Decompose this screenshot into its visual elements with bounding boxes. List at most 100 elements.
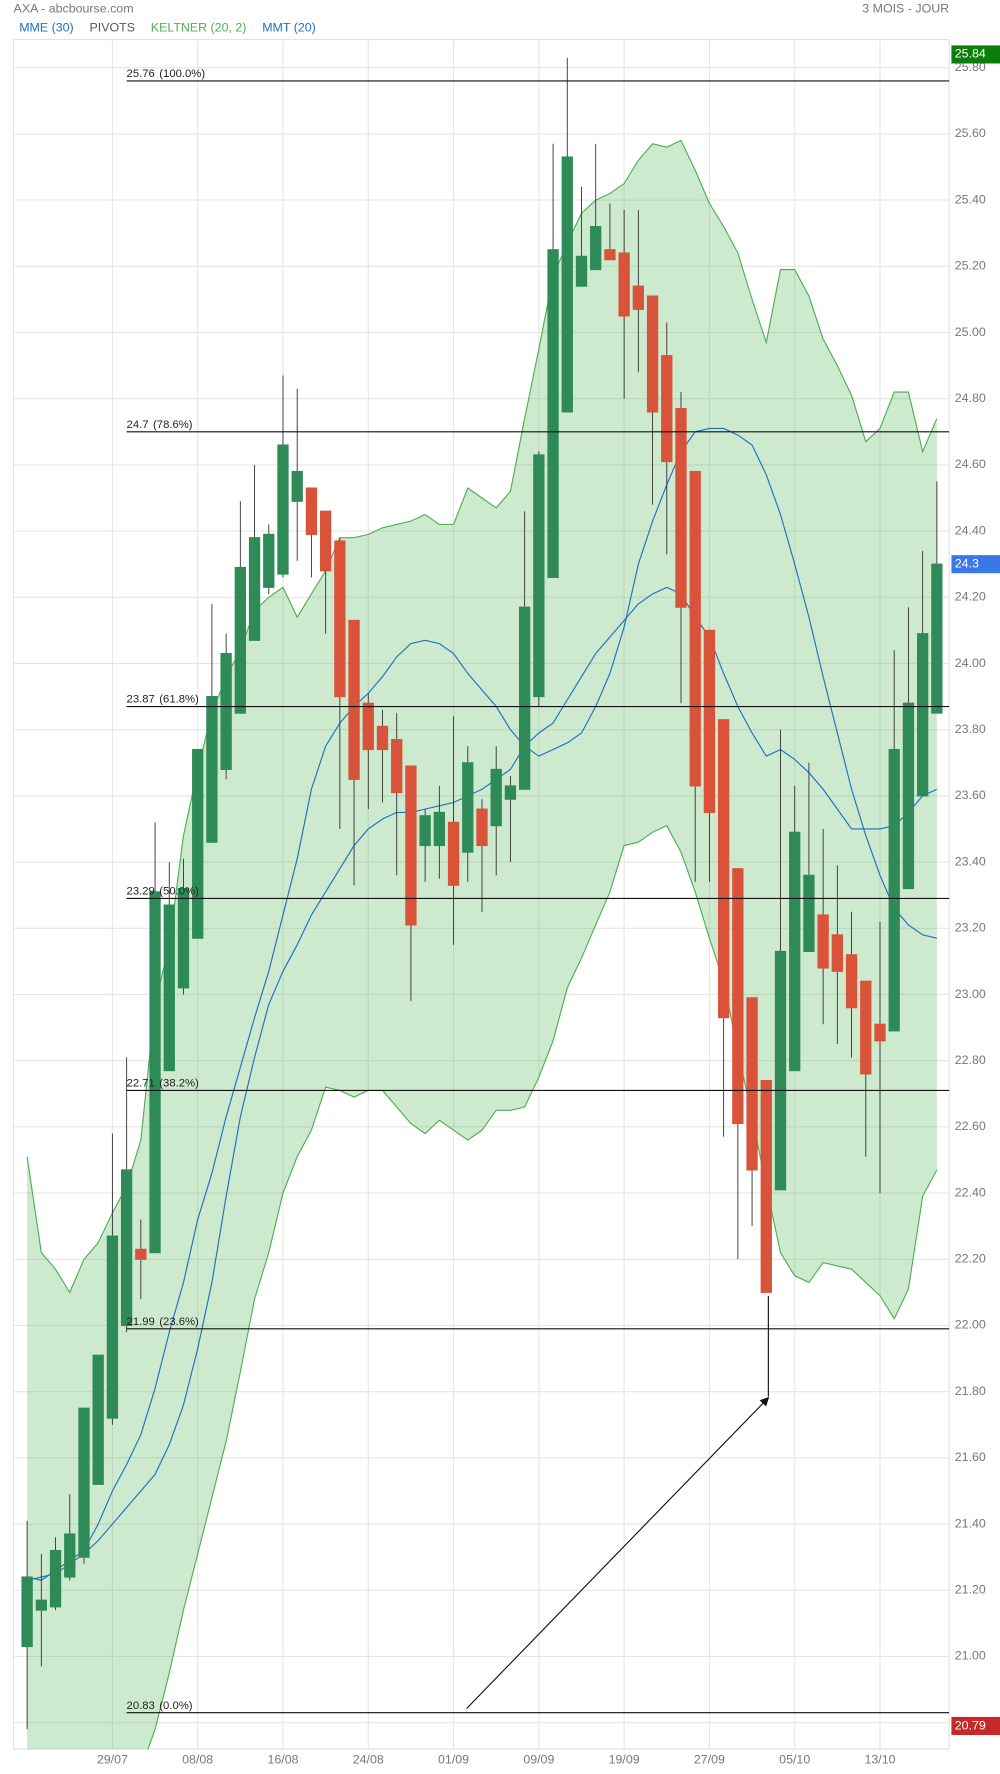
x-tick-label: 08/08 xyxy=(182,1753,213,1767)
y-tick-label: 21.40 xyxy=(955,1516,986,1530)
candle-body xyxy=(504,785,517,800)
candle-body xyxy=(817,914,829,969)
keltner-fill xyxy=(27,140,937,1750)
x-tick-label: 27/09 xyxy=(694,1753,725,1767)
candle-body xyxy=(120,1169,133,1327)
pivot-value: 20.83 xyxy=(127,1700,155,1712)
legend-entry: MME (30) xyxy=(19,21,73,35)
y-tick-label: 23.00 xyxy=(955,987,986,1001)
price-badge xyxy=(951,555,1000,574)
legend-entry: KELTNER (20, 2) xyxy=(151,21,247,35)
price-badge-label: 25.84 xyxy=(955,47,986,61)
candle-body xyxy=(618,252,630,317)
y-tick-label: 24.80 xyxy=(955,391,986,405)
candle-body xyxy=(646,295,659,413)
candle-body xyxy=(916,633,929,797)
candle-body xyxy=(348,619,360,780)
candle-body xyxy=(874,1023,886,1042)
x-tick-label: 13/10 xyxy=(864,1753,895,1767)
candle-body xyxy=(632,285,644,310)
pivot-pct: (0.0%) xyxy=(159,1700,192,1712)
candle-body xyxy=(206,696,218,843)
candle-body xyxy=(746,997,758,1171)
candle-body xyxy=(575,255,588,287)
y-tick-label: 21.60 xyxy=(955,1450,986,1464)
candle-body xyxy=(774,950,787,1191)
candle-body xyxy=(305,487,318,535)
candle-body xyxy=(888,748,900,1032)
pivot-label: 25.76 (100.0%) xyxy=(127,68,206,80)
candle-body xyxy=(789,831,801,1072)
plot-area xyxy=(21,57,943,1750)
y-tick-label: 23.20 xyxy=(955,921,986,935)
candle-body xyxy=(291,470,303,502)
candle-body xyxy=(447,821,460,886)
candle-body xyxy=(220,652,232,770)
y-tick-label: 22.40 xyxy=(955,1185,986,1199)
candle-body xyxy=(547,249,559,578)
y-tick-label: 21.00 xyxy=(955,1649,986,1663)
candle-body xyxy=(490,768,502,827)
legend-entry: PIVOTS xyxy=(89,21,134,35)
x-tick-label: 24/08 xyxy=(353,1753,384,1767)
candle-body xyxy=(860,980,872,1075)
y-tick-label: 25.00 xyxy=(955,325,986,339)
candle-body xyxy=(661,355,673,463)
candle-body xyxy=(277,444,289,575)
candle-body xyxy=(518,606,531,790)
keltner-upper xyxy=(26,139,938,1294)
y-tick-label: 23.40 xyxy=(955,854,986,868)
x-tick-label: 09/09 xyxy=(523,1753,554,1767)
candle-body xyxy=(689,470,701,787)
candle-body xyxy=(803,874,815,953)
candle-body xyxy=(703,629,716,813)
x-tick-label: 01/09 xyxy=(438,1753,469,1767)
candle-body xyxy=(462,762,474,853)
candle-body xyxy=(163,904,175,1072)
candle-body xyxy=(845,954,858,1009)
pivot-pct: (61.8%) xyxy=(159,694,199,706)
candle-body xyxy=(476,808,488,847)
pivot-value: 22.71 xyxy=(127,1078,155,1090)
pivot-value: 21.99 xyxy=(127,1316,155,1328)
x-tick-label: 05/10 xyxy=(779,1753,810,1767)
candle-body xyxy=(334,540,346,698)
y-tick-label: 22.20 xyxy=(955,1252,986,1266)
pivot-pct: (23.6%) xyxy=(159,1316,199,1328)
y-tick-label: 23.80 xyxy=(955,722,986,736)
y-tick-label: 23.60 xyxy=(955,788,986,802)
candle-body xyxy=(604,249,616,261)
pivot-value: 24.7 xyxy=(127,419,149,431)
y-tick-label: 22.80 xyxy=(955,1053,986,1067)
candle-body xyxy=(362,702,374,751)
candle-body xyxy=(590,225,602,271)
pivot-value: 23.87 xyxy=(127,694,155,706)
pivot-label: 22.71 (38.2%) xyxy=(127,1078,199,1090)
candle-body xyxy=(391,739,403,794)
pivot-label: 24.7 (78.6%) xyxy=(127,419,193,431)
y-tick-label: 24.00 xyxy=(955,656,986,670)
candle-body xyxy=(248,537,261,641)
candle-body xyxy=(64,1533,76,1578)
candle-body xyxy=(177,887,190,989)
pivot-value: 23.29 xyxy=(127,886,155,898)
y-tick-label: 25.60 xyxy=(955,126,986,140)
x-tick-label: 19/09 xyxy=(609,1753,640,1767)
plot-frame xyxy=(12,38,950,1750)
period: 3 MOIS - JOUR xyxy=(862,1,949,15)
candle-body xyxy=(149,891,161,1254)
chart-title: AXA - abcbourse.com xyxy=(14,1,134,15)
keltner-lower xyxy=(147,824,938,1750)
moving-average xyxy=(26,586,938,1581)
candle-body xyxy=(135,1248,147,1260)
candle-body xyxy=(263,533,275,588)
y-tick-label: 21.80 xyxy=(955,1384,986,1398)
price-badge-label: 24.3 xyxy=(955,556,979,570)
legend: MME (30) PIVOTS KELTNER (20, 2) MMT (20) xyxy=(19,21,316,35)
candle-body xyxy=(717,719,730,1019)
price-badge-label: 20.79 xyxy=(955,1718,986,1732)
candle-body xyxy=(931,563,943,714)
candle-body xyxy=(732,868,744,1125)
